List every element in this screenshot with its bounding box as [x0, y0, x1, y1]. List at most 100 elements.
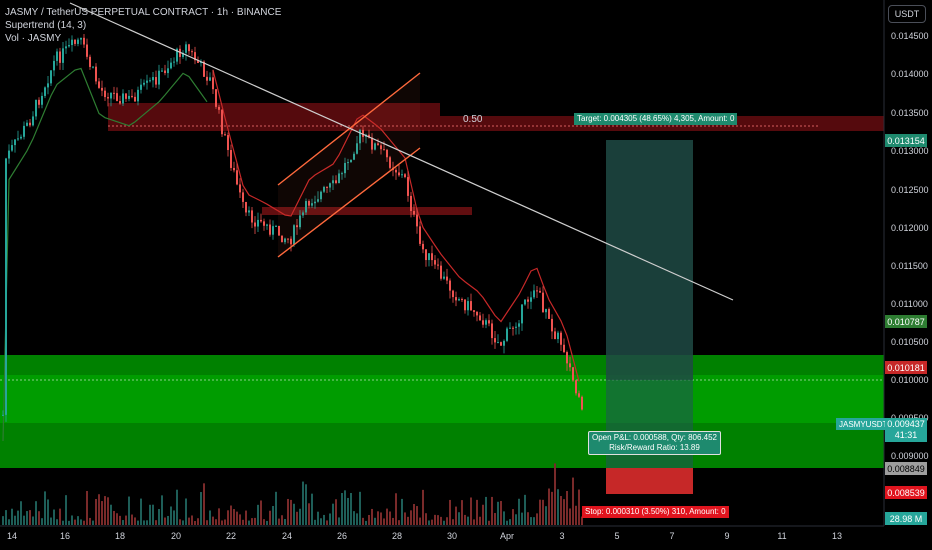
volume-bar	[434, 514, 436, 525]
volume-bar	[134, 517, 136, 525]
volume-bar	[272, 505, 274, 525]
candle-body	[308, 201, 310, 206]
volume-bar	[398, 520, 400, 525]
channel-upper-line[interactable]	[277, 72, 421, 186]
candle-body	[149, 80, 151, 82]
volume-bar	[113, 510, 115, 525]
candle-body	[455, 297, 457, 301]
price-tick: 0.013500	[891, 108, 929, 118]
candle-body	[65, 46, 67, 49]
indicator-supertrend[interactable]: Supertrend (14, 3)	[5, 20, 87, 31]
candle-body	[83, 37, 85, 45]
stop-price-badge: 0.008539	[885, 486, 927, 499]
volume-bar	[377, 511, 379, 525]
open-pnl-label[interactable]: Open P&L: 0.000588, Qty: 806.452 Risk/Re…	[588, 431, 721, 455]
volume-bar	[50, 517, 52, 525]
candle-body	[368, 134, 370, 138]
volume-bar	[557, 489, 559, 525]
position-target-area[interactable]	[606, 140, 693, 380]
candle-body	[197, 60, 199, 64]
candle-body	[122, 93, 124, 104]
volume-bar	[290, 499, 292, 525]
volume-bar	[8, 519, 10, 525]
volume-bar	[488, 520, 490, 525]
symbol-title[interactable]: JASMY / TetherUS PERPETUAL CONTRACT · 1h…	[5, 7, 282, 18]
candle-body	[272, 226, 274, 235]
volume-bar	[122, 520, 124, 525]
candle-body	[509, 327, 511, 329]
candle-body	[503, 340, 505, 346]
position-stop-area[interactable]	[606, 468, 693, 494]
candle-body	[473, 310, 475, 312]
volume-bar	[362, 517, 364, 525]
target-label[interactable]: Target: 0.004305 (48.65%) 4,305, Amount:…	[574, 113, 738, 125]
candle-body	[542, 292, 544, 313]
resistance-zone-mid[interactable]	[262, 207, 472, 215]
volume-bar	[440, 516, 442, 525]
volume-bar	[368, 514, 370, 525]
candle-body	[206, 76, 208, 81]
candle-body	[338, 173, 340, 184]
candle-body	[494, 338, 496, 343]
volume-bar	[137, 520, 139, 525]
candle-body	[500, 342, 502, 346]
candle-body	[533, 290, 535, 298]
volume-bar	[395, 493, 397, 525]
time-tick: 22	[225, 531, 237, 541]
candle-body	[188, 44, 190, 52]
volume-bar	[248, 520, 250, 525]
volume-bar	[164, 517, 166, 525]
volume-bar	[383, 518, 385, 525]
candle-body	[44, 87, 46, 96]
candle-body	[161, 70, 163, 72]
volume-bar	[401, 498, 403, 525]
volume-bar	[545, 506, 547, 525]
candle-body	[407, 177, 409, 196]
candle-body	[17, 138, 19, 140]
supertrend-down-line	[212, 69, 580, 382]
candle-body	[230, 150, 232, 168]
candle-body	[137, 89, 139, 102]
indicator-volume[interactable]: Vol · JASMY	[5, 33, 62, 44]
candle-body	[452, 290, 454, 298]
target-price-badge: 0.013154	[885, 134, 927, 147]
volume-bar	[62, 520, 64, 525]
candle-body	[563, 344, 565, 353]
volume-bar	[530, 517, 532, 525]
supertrend-up-badge: 0.010787	[885, 315, 927, 328]
volume-bar	[335, 499, 337, 525]
channel-lower-line[interactable]	[277, 147, 421, 258]
volume-bar	[176, 489, 178, 525]
volume-bar	[323, 514, 325, 525]
candle-body	[482, 320, 484, 325]
volume-bar	[32, 516, 34, 525]
candle-body	[383, 149, 385, 151]
price-tick: 0.010000	[891, 375, 929, 385]
volume-bar	[95, 498, 97, 525]
time-tick: 9	[724, 531, 730, 541]
candle-body	[539, 290, 541, 293]
volume-bar	[380, 512, 382, 525]
candle-body	[350, 159, 352, 163]
candle-body	[131, 95, 133, 97]
candle-body	[257, 219, 259, 227]
candle-body	[182, 52, 184, 57]
volume-bar	[497, 501, 499, 525]
time-tick: 30	[446, 531, 458, 541]
volume-bar	[332, 503, 334, 525]
candle-body	[140, 84, 142, 90]
candle-body	[362, 129, 364, 137]
stop-label[interactable]: Stop: 0.000310 (3.50%) 310, Amount: 0	[582, 506, 729, 518]
volume-bar	[539, 499, 541, 525]
candle-body	[560, 332, 562, 345]
volume-bar	[350, 492, 352, 525]
candle-body	[98, 81, 100, 88]
volume-bar	[527, 512, 529, 525]
descending-trendline[interactable]	[69, 2, 734, 301]
volume-bar	[461, 500, 463, 525]
candle-body	[491, 323, 493, 339]
currency-button[interactable]: USDT	[888, 5, 926, 23]
candle-body	[461, 299, 463, 301]
supertrend-down-badge: 0.010181	[885, 361, 927, 374]
